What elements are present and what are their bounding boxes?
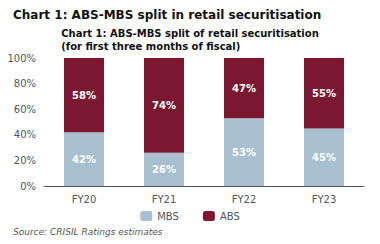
svg-text:100%: 100%	[7, 53, 36, 64]
svg-text:45%: 45%	[312, 152, 336, 163]
svg-text:0%: 0%	[20, 181, 36, 192]
svg-text:Source: CRISIL Ratings estimat: Source: CRISIL Ratings estimates	[13, 227, 163, 237]
svg-text:MBS: MBS	[157, 211, 179, 222]
svg-text:26%: 26%	[152, 164, 176, 175]
svg-text:20%: 20%	[14, 155, 36, 166]
svg-text:58%: 58%	[72, 90, 96, 101]
svg-text:53%: 53%	[232, 147, 256, 158]
svg-text:FY23: FY23	[312, 194, 337, 205]
svg-text:74%: 74%	[152, 100, 176, 111]
svg-text:FY20: FY20	[72, 194, 97, 205]
svg-text:Chart 1: ABS-MBS split of reta: Chart 1: ABS-MBS split of retail securit…	[61, 28, 319, 39]
svg-text:47%: 47%	[232, 83, 256, 94]
svg-text:FY21: FY21	[152, 194, 177, 205]
svg-text:ABS: ABS	[220, 211, 240, 222]
svg-text:(for first three months of fis: (for first three months of fiscal)	[61, 41, 240, 52]
svg-text:60%: 60%	[14, 104, 36, 115]
svg-text:Chart 1: ABS-MBS split in reta: Chart 1: ABS-MBS split in retail securit…	[13, 8, 321, 22]
svg-text:80%: 80%	[14, 78, 36, 89]
svg-text:55%: 55%	[312, 88, 336, 99]
svg-text:FY22: FY22	[232, 194, 257, 205]
svg-text:42%: 42%	[72, 154, 96, 165]
svg-text:40%: 40%	[14, 129, 36, 140]
